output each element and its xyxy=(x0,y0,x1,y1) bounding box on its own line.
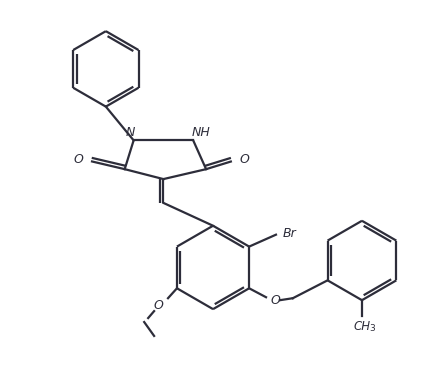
Text: O: O xyxy=(73,153,83,166)
Text: O: O xyxy=(270,294,280,307)
Text: Br: Br xyxy=(283,227,297,240)
Text: N: N xyxy=(126,126,136,139)
Text: CH: CH xyxy=(353,320,370,333)
Text: 3: 3 xyxy=(369,325,375,333)
Text: O: O xyxy=(240,153,250,166)
Text: O: O xyxy=(153,299,163,312)
Text: NH: NH xyxy=(192,126,210,139)
